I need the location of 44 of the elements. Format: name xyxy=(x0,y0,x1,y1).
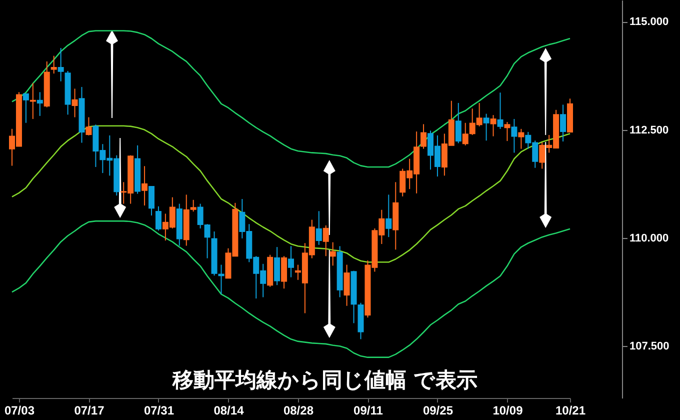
x-tick-label: 10/09 xyxy=(492,404,524,418)
candlestick xyxy=(455,102,462,144)
y-tick-label: 107.500 xyxy=(630,340,670,353)
candlestick xyxy=(281,256,288,290)
x-tick-label: 10/21 xyxy=(555,404,586,418)
candlestick xyxy=(511,118,518,154)
x-tick-label: 07/31 xyxy=(144,404,174,418)
candlestick xyxy=(490,114,496,137)
candlestick xyxy=(155,206,162,232)
x-tick-label: 09/25 xyxy=(422,404,454,418)
candlestick xyxy=(148,186,154,216)
candlestick xyxy=(50,55,57,74)
candlestick xyxy=(86,116,92,136)
candlestick xyxy=(330,242,336,266)
y-tick-label: 115.000 xyxy=(630,16,669,28)
x-tick-label: 08/28 xyxy=(283,404,314,418)
candlestick xyxy=(504,121,510,142)
candlestick xyxy=(22,93,29,124)
candlestick xyxy=(218,264,224,295)
candlestick xyxy=(274,246,280,286)
candlestick xyxy=(483,113,490,142)
candlestick xyxy=(316,210,322,246)
candlestick xyxy=(72,88,78,118)
candlestick xyxy=(344,264,350,306)
x-tick-label: 07/03 xyxy=(4,404,35,418)
line-series xyxy=(11,220,571,358)
annotation: 移動平均線から同じ値幅 で表示 xyxy=(171,367,479,394)
y-tick-label: 110.000 xyxy=(630,232,669,244)
y-tick-label: 112.500 xyxy=(630,124,669,136)
candlestick xyxy=(386,194,392,238)
candlestick xyxy=(322,224,329,257)
candlestick xyxy=(497,92,504,130)
candlestick xyxy=(560,104,566,142)
candlestick xyxy=(36,92,43,116)
x-tick-label: 08/14 xyxy=(214,404,244,418)
x-tick-label: 09/11 xyxy=(354,404,384,418)
candlestick xyxy=(420,124,427,150)
candlestick xyxy=(58,48,64,82)
candlestick xyxy=(518,128,524,150)
line-series xyxy=(11,125,571,263)
line-series xyxy=(11,30,571,168)
candlestick xyxy=(142,166,148,206)
x-tick-label: 07/17 xyxy=(74,404,105,418)
candlestick xyxy=(288,246,294,278)
